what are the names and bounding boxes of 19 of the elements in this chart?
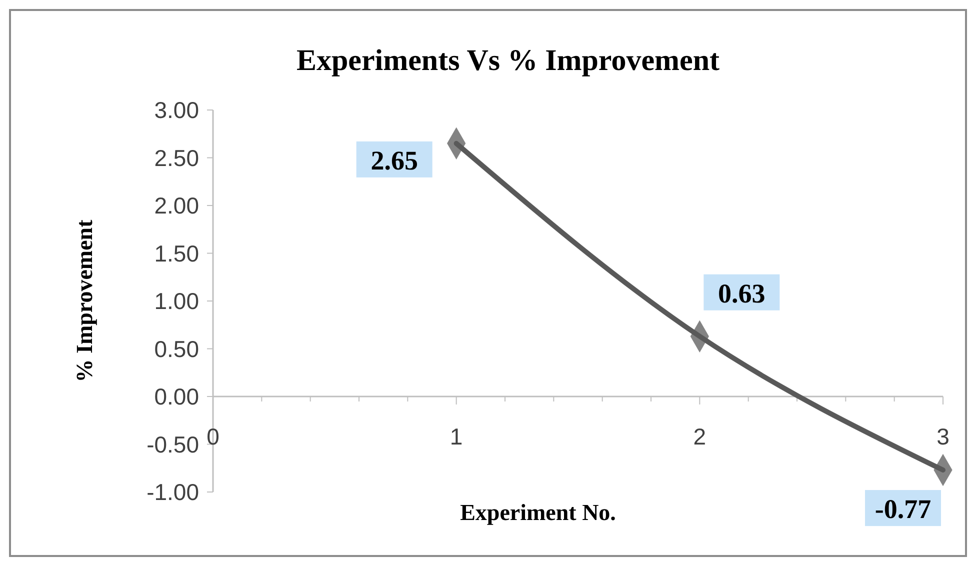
y-tick-label: 2.00 xyxy=(154,192,199,218)
data-label: -0.77 xyxy=(874,494,932,524)
data-label: 0.63 xyxy=(718,278,766,308)
y-tick-label: -1.00 xyxy=(146,479,199,505)
y-tick-label: 1.00 xyxy=(154,288,199,314)
x-axis-title: Experiment No. xyxy=(460,500,616,525)
y-tick-label: 3.00 xyxy=(154,97,199,123)
y-tick-label: 2.50 xyxy=(154,144,199,171)
y-tick-label: 0.00 xyxy=(154,384,199,410)
y-axis-title: % Improvement xyxy=(72,219,97,382)
y-tick-label: -0.50 xyxy=(146,431,199,458)
x-tick-label: 0 xyxy=(206,424,220,450)
y-tick-label: 0.50 xyxy=(154,336,199,362)
x-tick-label: 2 xyxy=(693,424,706,450)
y-tick-label: 1.50 xyxy=(154,240,199,266)
data-label: 2.65 xyxy=(370,145,418,176)
chart-title: Experiments Vs % Improvement xyxy=(296,44,720,77)
x-tick-label: 1 xyxy=(450,424,463,450)
x-tick-label: 3 xyxy=(936,424,950,450)
